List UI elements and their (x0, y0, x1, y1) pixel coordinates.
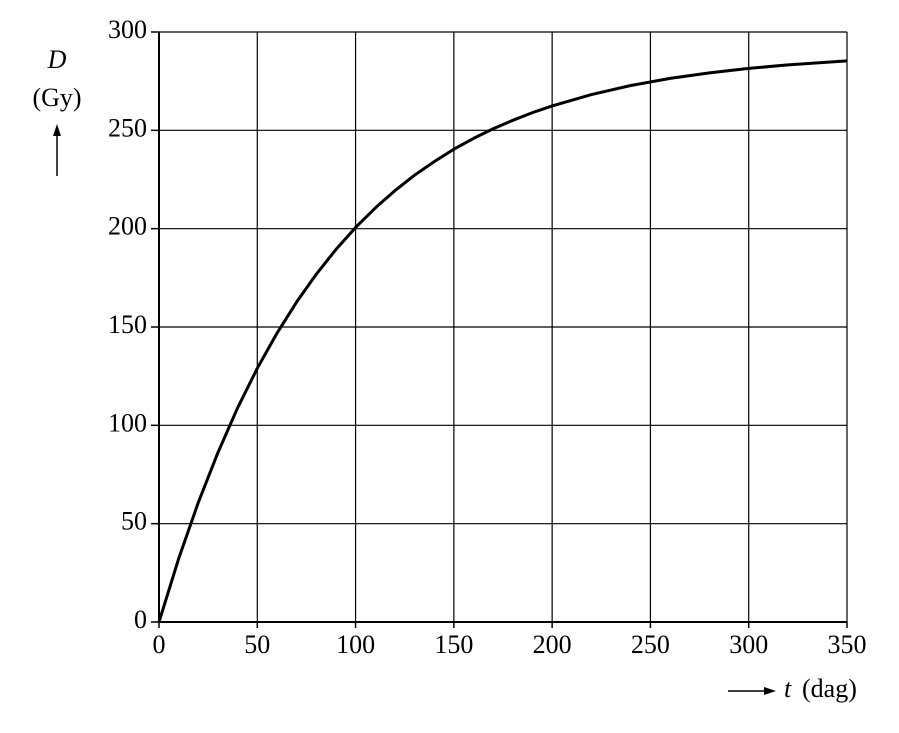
x-tick-label: 0 (153, 630, 166, 659)
y-tick-label: 0 (134, 605, 147, 634)
x-tick-label: 100 (336, 630, 375, 659)
x-tick-label: 50 (244, 630, 270, 659)
y-tick-label: 150 (108, 310, 147, 339)
y-tick-label: 300 (108, 15, 147, 44)
y-axis-unit: (Gy) (32, 83, 81, 112)
x-arrow-head (764, 687, 776, 695)
x-tick-label: 200 (533, 630, 572, 659)
y-tick-label: 250 (108, 113, 147, 142)
x-axis-unit: (dag) (802, 674, 857, 703)
y-tick-label: 50 (121, 507, 147, 536)
y-arrow-head (53, 124, 61, 136)
x-tick-label: 350 (828, 630, 867, 659)
x-tick-label: 250 (631, 630, 670, 659)
x-tick-label: 300 (729, 630, 768, 659)
x-axis-label: t (784, 674, 792, 703)
x-tick-label: 150 (434, 630, 473, 659)
y-tick-label: 100 (108, 408, 147, 437)
y-axis-label: D (47, 45, 67, 74)
y-tick-label: 200 (108, 212, 147, 241)
data-line (157, 59, 848, 623)
